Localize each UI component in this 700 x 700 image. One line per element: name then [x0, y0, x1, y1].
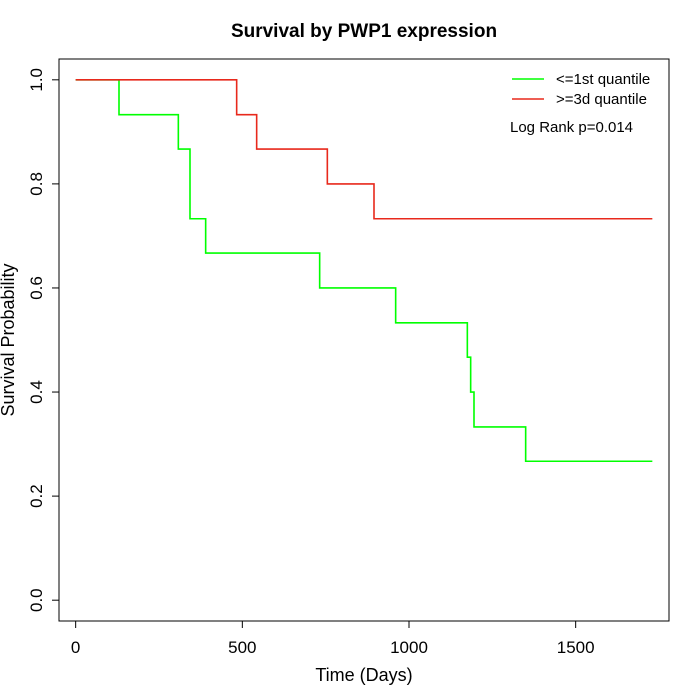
y-tick-label: 0.0 — [27, 588, 46, 612]
y-axis: 0.0 0.2 0.4 0.6 0.8 1.0 — [27, 68, 60, 612]
x-tick-label: 1000 — [390, 638, 428, 657]
y-tick-label: 0.8 — [27, 172, 46, 196]
log-rank-annotation: Log Rank p=0.014 — [510, 119, 633, 136]
legend-label-2: >=3d quantile — [556, 91, 647, 108]
x-axis-label: Time (Days) — [315, 665, 412, 685]
chart-title: Survival by PWP1 expression — [231, 21, 497, 42]
y-tick-label: 1.0 — [27, 68, 46, 92]
x-tick-label: 1500 — [557, 638, 595, 657]
series-line-2 — [75, 79, 653, 220]
series-layer — [75, 79, 653, 463]
y-axis-label: Survival Probability — [0, 263, 18, 416]
series-line-1 — [75, 79, 653, 463]
plot-frame — [58, 58, 670, 622]
y-tick-label: 0.6 — [27, 276, 46, 300]
x-axis: 0 500 1000 1500 — [71, 620, 595, 657]
legend: <=1st quantile >=3d quantile — [512, 71, 650, 108]
y-tick-label: 0.4 — [27, 380, 46, 404]
x-tick-label: 0 — [71, 638, 80, 657]
legend-label-1: <=1st quantile — [556, 71, 650, 88]
y-tick-label: 0.2 — [27, 484, 46, 508]
x-tick-label: 500 — [228, 638, 256, 657]
